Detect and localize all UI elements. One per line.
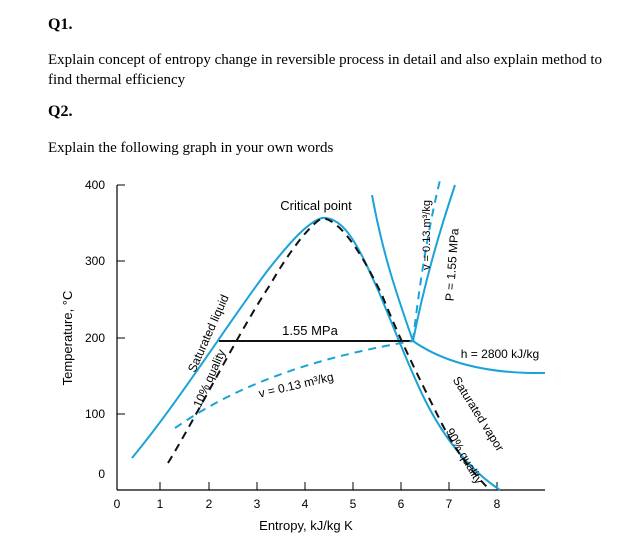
constant-pressure-left [371, 194, 414, 342]
y-tick-label-0: 0 [98, 467, 105, 481]
specific-volume-curve [174, 340, 414, 429]
y-axis-label: Temperature, °C [60, 291, 75, 386]
v-vertical-label: v = 0.13 m³/kg [421, 200, 433, 270]
q2-label: Q2. [48, 103, 73, 120]
y-tick-label-200: 200 [85, 331, 105, 345]
quality-label-right: 90% quality [443, 426, 486, 487]
quality-curve [167, 216, 491, 491]
q2-text: Explain the following graph in your own … [48, 140, 334, 156]
constant-pressure-vertical [412, 184, 456, 342]
x-tick-label-4: 4 [302, 497, 309, 511]
x-tick-label-0: 0 [114, 497, 121, 511]
specific-volume-vertical [412, 179, 441, 342]
y-tick-label-400: 400 [85, 178, 105, 192]
x-tick-label-8: 8 [494, 497, 501, 511]
pressure-line-label: 1.55 MPa [282, 323, 338, 338]
y-tick-label-100: 100 [85, 407, 105, 421]
x-axis-label: Entropy, kJ/kg K [259, 518, 353, 533]
v-line-label: v = 0.13 m³/kg [257, 370, 335, 401]
enthalpy-line [412, 340, 546, 375]
x-tick-label-5: 5 [350, 497, 357, 511]
x-tick-label-6: 6 [398, 497, 405, 511]
x-tick-label-2: 2 [206, 497, 213, 511]
q1-text: Explain concept of entropy change in rev… [48, 52, 602, 88]
x-tick-label-3: 3 [254, 497, 261, 511]
saturation-dome [131, 216, 501, 491]
q1-label: Q1. [48, 16, 73, 33]
x-tick-label-7: 7 [446, 497, 453, 511]
y-tick-label-300: 300 [85, 254, 105, 268]
enthalpy-label: h = 2800 kJ/kg [461, 347, 539, 361]
p-vertical-label: P = 1.55 MPa [442, 228, 461, 302]
critical-point-label: Critical point [280, 198, 352, 213]
ts-diagram: 400 300 200 100 0 0 1 2 3 4 5 6 7 8 Entr… [60, 178, 546, 533]
x-tick-label-1: 1 [157, 497, 164, 511]
